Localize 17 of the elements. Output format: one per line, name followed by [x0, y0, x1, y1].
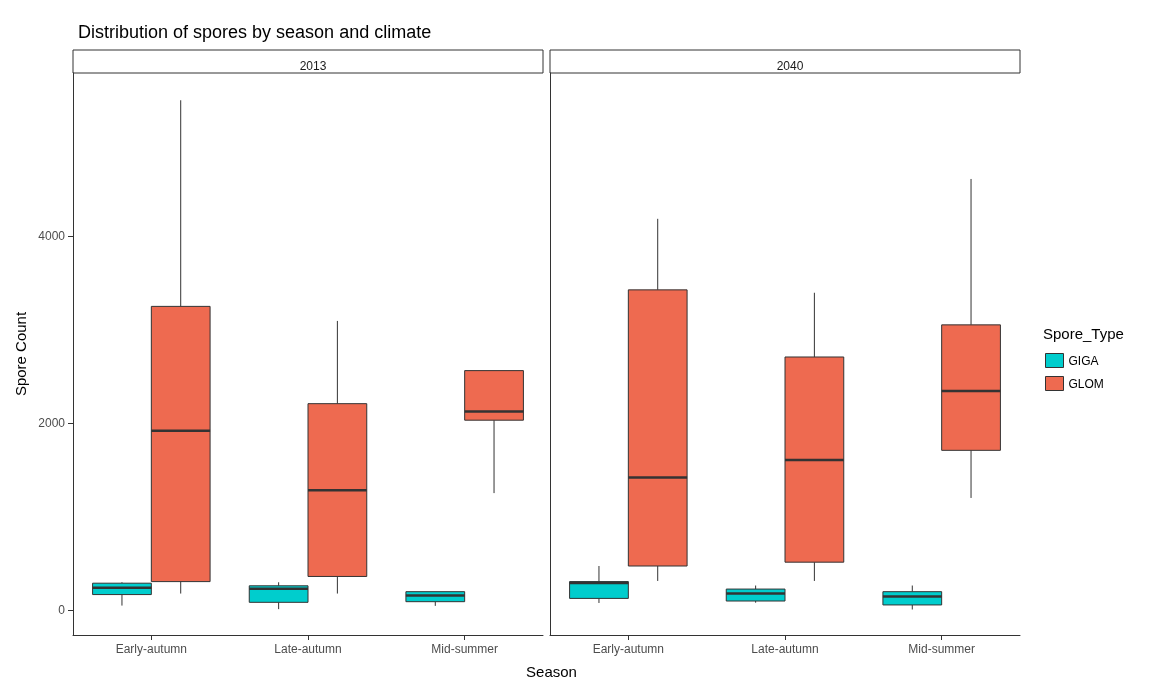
y-axis-title: Spore Count	[12, 311, 29, 397]
legend-label: GIGA	[1068, 353, 1099, 368]
legend-title: Spore_Type	[1043, 325, 1124, 342]
x-tick-label: Early-autumn	[592, 642, 665, 656]
legend-label: GLOM	[1068, 376, 1104, 391]
chart-title: Distribution of spores by season and climate	[78, 22, 432, 42]
x-tick-label: Mid-summer	[908, 642, 975, 656]
x-tick-label: Late-autumn	[274, 642, 342, 656]
x-tick-label: Early-autumn	[115, 642, 188, 656]
y-tick-label: 2000	[38, 416, 66, 431]
x-tick-label: Mid-summer	[431, 642, 498, 656]
x-tick-label: Late-autumn	[751, 642, 819, 656]
chart-subtitle: 2040	[776, 59, 804, 73]
y-tick-label: 4000	[38, 229, 66, 244]
y-tick-label: 0	[58, 602, 66, 617]
chart-subtitle: 2013	[299, 59, 327, 73]
x-axis-title: Season	[526, 663, 577, 680]
